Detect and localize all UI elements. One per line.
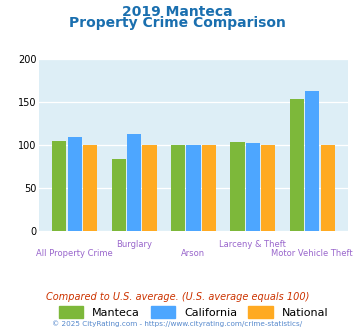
Bar (127, 134, 141, 231)
Bar (52, 141, 66, 231)
Bar (142, 145, 157, 231)
Text: Arson: Arson (181, 249, 206, 258)
Bar (67, 137, 82, 231)
Bar (230, 142, 245, 231)
Legend: Manteca, California, National: Manteca, California, National (54, 302, 333, 323)
Text: Burglary: Burglary (116, 240, 152, 249)
Text: All Property Crime: All Property Crime (36, 249, 113, 258)
Text: © 2025 CityRating.com - https://www.cityrating.com/crime-statistics/: © 2025 CityRating.com - https://www.city… (53, 320, 302, 327)
Text: Property Crime Comparison: Property Crime Comparison (69, 16, 286, 30)
Bar (186, 145, 201, 231)
Bar (202, 145, 216, 231)
Bar (111, 159, 126, 231)
Bar (290, 99, 304, 231)
Text: Larceny & Theft: Larceny & Theft (219, 240, 286, 249)
Text: 2019 Manteca: 2019 Manteca (122, 5, 233, 19)
Bar (83, 145, 97, 231)
Bar (246, 143, 260, 231)
Bar (321, 145, 335, 231)
Bar (261, 145, 275, 231)
Text: Motor Vehicle Theft: Motor Vehicle Theft (272, 249, 353, 258)
Bar (171, 145, 185, 231)
Text: Compared to U.S. average. (U.S. average equals 100): Compared to U.S. average. (U.S. average … (46, 292, 309, 302)
Bar (305, 91, 320, 231)
